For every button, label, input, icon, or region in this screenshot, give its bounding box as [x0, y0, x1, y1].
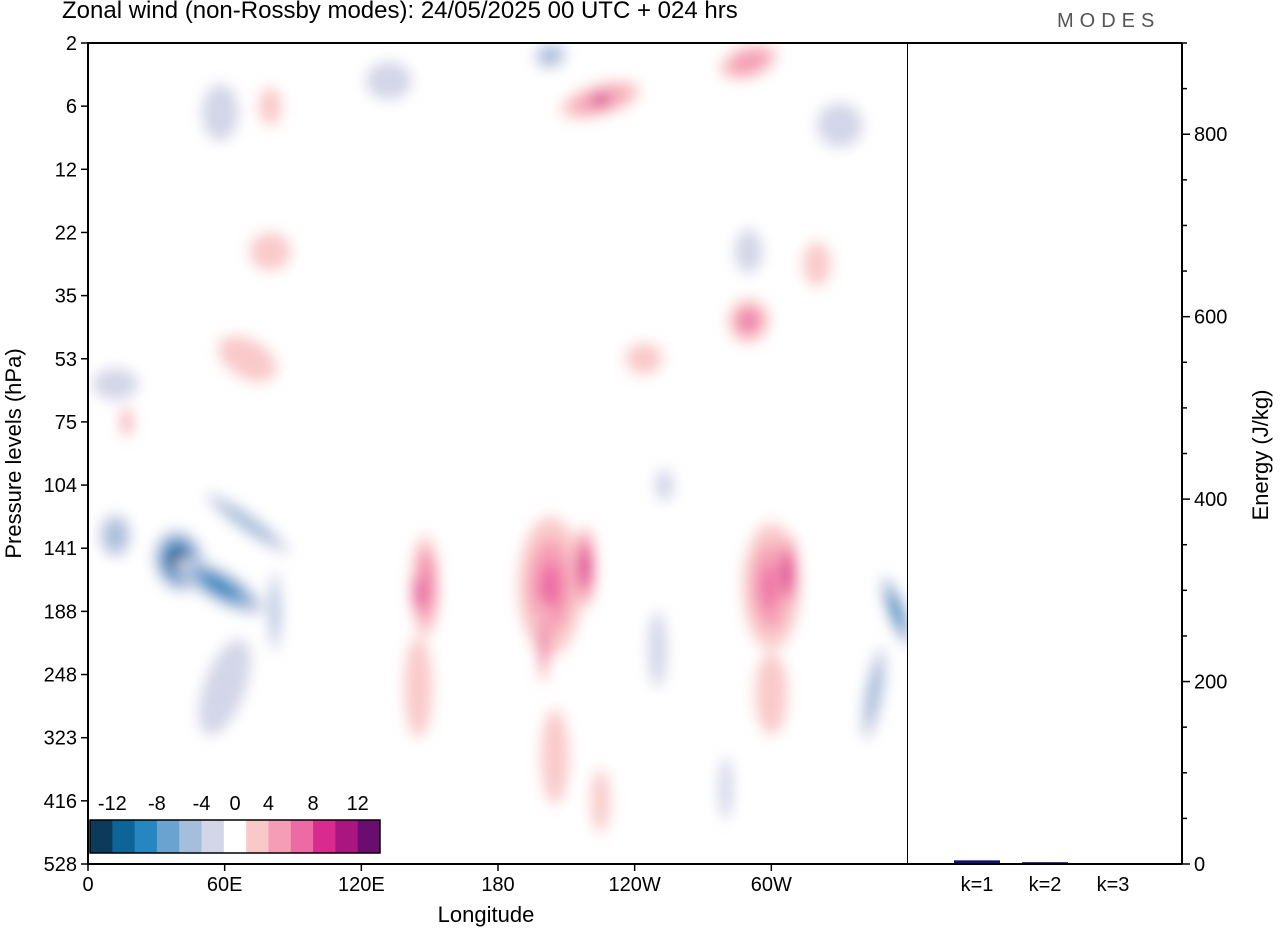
- anomaly-9-ring-1: [652, 630, 662, 669]
- anomaly-34-ring-1: [264, 96, 276, 116]
- anomaly-27-ring-1: [634, 350, 653, 367]
- anomaly-16-ring-3: [542, 632, 545, 654]
- energy-tick-label: 400: [1194, 489, 1227, 511]
- anomaly-14-ring-2: [539, 562, 562, 610]
- colorbar-segment: [112, 820, 136, 853]
- anomaly-24-ring-2: [739, 56, 759, 68]
- modes-logo: MODES: [1057, 10, 1161, 32]
- x-tick-label: 180: [481, 874, 514, 896]
- anomaly-8-ring-1: [659, 477, 669, 493]
- anomaly-1-ring-4: [211, 580, 230, 592]
- colorbar-label: -8: [148, 793, 166, 815]
- anomaly-10-ring-1: [722, 772, 730, 805]
- anomaly-31-ring-1: [828, 114, 852, 137]
- anomaly-5-ring-2: [272, 597, 277, 626]
- colorbar-segment: [313, 820, 336, 853]
- energy-tick-label: 200: [1194, 672, 1227, 694]
- colorbar-label: 4: [263, 793, 274, 815]
- anomaly-2-ring-2: [233, 512, 262, 533]
- anomaly-26-ring-2: [741, 313, 756, 329]
- chart-title: Zonal wind (non-Rossby modes): 24/05/202…: [62, 0, 738, 24]
- colorbar-segment: [290, 820, 314, 853]
- energy-axis-label: Energy (J/kg): [1248, 390, 1273, 521]
- anomaly-20-ring-4: [785, 565, 790, 582]
- energy-bars: k=1 k=2 k=3 0 200 400 600 800 Energy (J/kg): [908, 42, 1273, 896]
- anomaly-25-ring-2: [545, 51, 556, 60]
- anomaly-33-ring-1: [232, 347, 263, 371]
- anomaly-28-ring-1: [259, 241, 281, 261]
- x-tick-label: 60W: [751, 874, 792, 896]
- anomaly-35-ring-1: [741, 240, 756, 263]
- colorbar-segment: [134, 820, 158, 853]
- colorbar-segment: [246, 820, 269, 853]
- colorbar-segment: [201, 820, 225, 853]
- anomaly-6-ring-4: [893, 604, 900, 619]
- anomaly-18-ring-1: [595, 785, 606, 817]
- energy-tick-label: 0: [1194, 854, 1205, 876]
- y-tick-label: 75: [55, 412, 77, 434]
- anomaly-3-ring-2: [110, 528, 121, 543]
- colorbar-label: 0: [229, 793, 240, 815]
- energy-bar: [954, 860, 1000, 864]
- anomaly-4-ring-1: [211, 663, 238, 712]
- x-tick-label: 60E: [207, 874, 243, 896]
- colorbar-label: -12: [98, 793, 127, 815]
- energy-tick-label: 800: [1194, 124, 1227, 146]
- y-tick-label: 416: [44, 791, 77, 813]
- y-tick-label: 248: [44, 665, 77, 687]
- anomaly-30-ring-1: [377, 71, 401, 91]
- heatmap-background: [88, 43, 908, 864]
- y-tick-label: 323: [44, 728, 77, 750]
- anomaly-13-ring-1: [411, 661, 426, 713]
- anomaly-12-ring-4: [416, 586, 420, 599]
- colorbar-label: 12: [347, 793, 369, 815]
- colorbar-segment: [156, 820, 180, 853]
- y-tick-label: 2: [66, 33, 77, 55]
- anomaly-32-ring-1: [103, 376, 127, 392]
- colorbar-segment: [223, 820, 247, 853]
- x-axis-label: Longitude: [438, 902, 535, 927]
- y-tick-label: 35: [55, 286, 77, 308]
- anomaly-21-ring-1: [763, 672, 780, 715]
- y-tick-label: 6: [66, 96, 77, 118]
- y-tick-label: 22: [55, 222, 77, 244]
- anomaly-37-ring-2: [124, 416, 129, 428]
- colorbar-frame: [89, 819, 381, 854]
- anomaly-36-ring-1: [810, 252, 824, 276]
- y-tick-label: 104: [44, 475, 77, 497]
- colorbar-segment: [268, 820, 292, 853]
- bar-category-label: k=3: [1097, 874, 1130, 896]
- y-tick-label: 188: [44, 601, 77, 623]
- y-tick-label: 12: [55, 159, 77, 181]
- colorbar-segment: [179, 820, 203, 853]
- colorbar-segment: [357, 820, 381, 853]
- colorbar-segment: [335, 820, 359, 853]
- bar-category-label: k=1: [961, 874, 994, 896]
- y-tick-label: 53: [55, 349, 77, 371]
- heatmap-field: [88, 43, 908, 864]
- x-tick-label: 120E: [338, 874, 385, 896]
- anomaly-17-ring-1: [548, 732, 562, 781]
- heatmap-anomalies: [92, 43, 908, 833]
- colorbar-segment: [90, 820, 113, 853]
- x-tick-label: 120W: [609, 874, 661, 896]
- y-axis-label: Pressure levels (hPa): [1, 348, 26, 558]
- y-tick-label: 528: [44, 854, 77, 876]
- anomaly-29-ring-1: [211, 98, 230, 127]
- anomaly-15-ring-4: [582, 558, 587, 576]
- colorbar-label: -4: [193, 793, 211, 815]
- energy-tick-label: 600: [1194, 307, 1227, 329]
- anomaly-23-ring-5: [597, 98, 604, 102]
- colorbar-label: 8: [308, 793, 319, 815]
- anomaly-7-ring-2: [869, 677, 878, 710]
- colorbar: -12 -8 -4 0 4 8 12: [89, 793, 381, 854]
- bar-category-label: k=2: [1029, 874, 1062, 896]
- bar-panel-background: [908, 43, 1182, 864]
- x-tick-label: 0: [82, 874, 93, 896]
- y-tick-label: 141: [44, 538, 77, 560]
